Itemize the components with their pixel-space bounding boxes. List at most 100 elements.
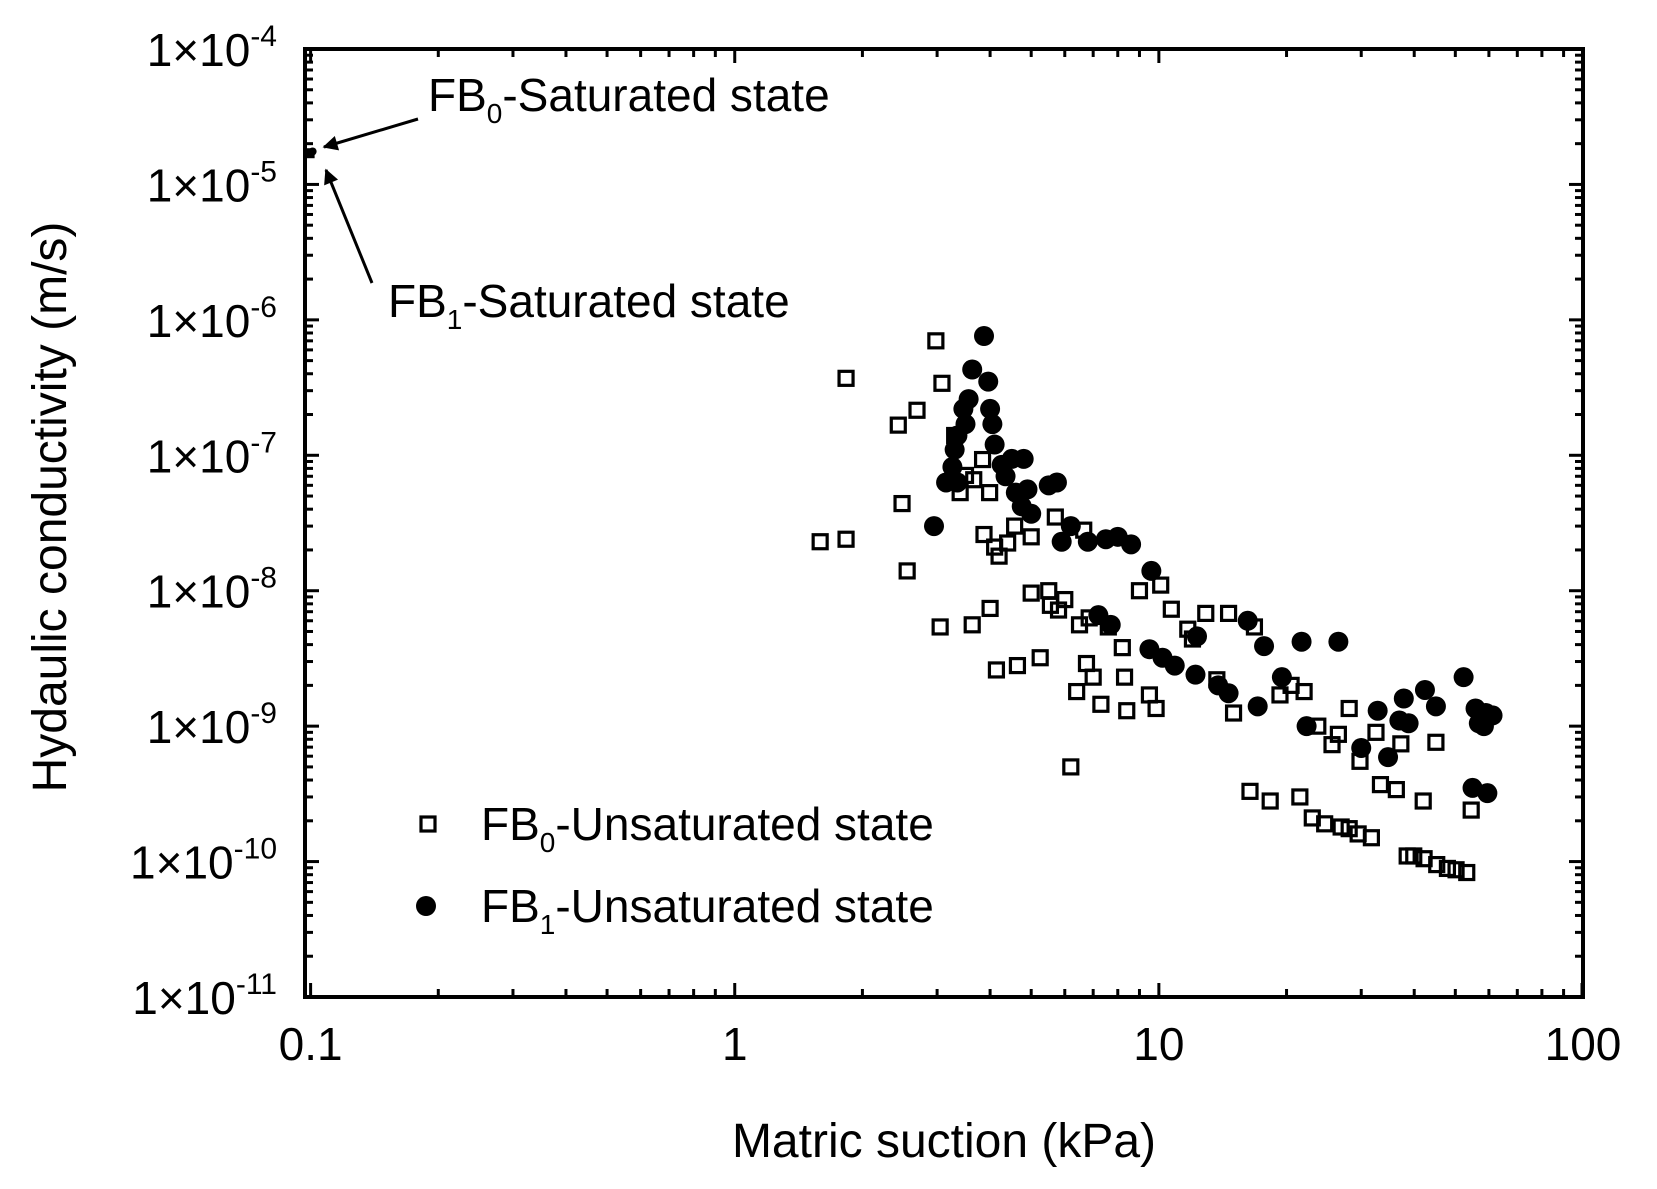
data-point-circle <box>1414 679 1435 700</box>
data-point-square <box>1077 654 1096 673</box>
data-point-square <box>1428 855 1446 874</box>
data-point-circle <box>978 371 999 392</box>
x-tick-label: 0.1 <box>279 1018 343 1070</box>
data-point-square <box>1447 861 1465 879</box>
x-axis-title: Matric suction (kPa) <box>732 1115 1156 1168</box>
data-point-square <box>1371 776 1390 794</box>
label-part: FB <box>428 69 487 121</box>
label-part: 0 <box>487 98 503 129</box>
data-point-square <box>1068 682 1086 701</box>
data-point-circle <box>1077 531 1098 552</box>
data-point-circle <box>1367 700 1388 721</box>
axes: 0.1 1 10 1001×10-41×10-51×10-61×10-71×10-81… <box>130 20 1621 1070</box>
label-part: 1 <box>540 909 556 940</box>
y-tick-base: 1×10 <box>132 972 236 1024</box>
data-point-square <box>1362 829 1380 847</box>
data-point-circle <box>1398 713 1419 734</box>
series-1 <box>308 147 1503 804</box>
y-tick-exponent: -9 <box>250 697 277 730</box>
y-tick-base: 1×10 <box>147 701 251 753</box>
data-point-square <box>893 494 911 513</box>
data-point-square <box>1291 788 1309 806</box>
plot-frame <box>303 47 1585 999</box>
data-point-square <box>1414 792 1432 810</box>
data-point-square <box>1062 758 1080 776</box>
data-point-circle <box>1017 479 1038 500</box>
data-point-circle <box>1187 626 1208 647</box>
data-point-square <box>1006 517 1024 535</box>
data-point-circle <box>1164 655 1185 676</box>
y-tick-label: 1×10-5 <box>147 155 277 211</box>
y-tick-base: 1×10 <box>147 430 251 482</box>
annotation-arrow <box>322 117 419 151</box>
data-point-square <box>1031 649 1049 667</box>
data-point-square <box>963 616 981 634</box>
data-point-square <box>1219 604 1238 622</box>
y-tick-exponent: -5 <box>250 155 277 188</box>
label-part: FB <box>481 880 540 932</box>
data-point-square <box>933 374 951 392</box>
data-point-square <box>1329 725 1347 743</box>
data-point-circle <box>1051 531 1072 552</box>
data-point-square <box>1405 847 1423 865</box>
data-point-circle <box>1100 614 1121 635</box>
data-point-circle <box>1378 747 1399 768</box>
y-tick-label: 1×10-7 <box>147 426 277 482</box>
data-point-circle <box>1013 448 1034 469</box>
data-point-square <box>1049 601 1068 619</box>
y-tick-label: 1×10-6 <box>147 291 277 347</box>
data-point-square <box>811 533 829 551</box>
legend-square-icon <box>419 815 437 833</box>
data-point-square <box>1162 600 1180 618</box>
annotation-arrow <box>324 168 374 284</box>
label-part: 1 <box>447 304 463 335</box>
data-point-square <box>931 618 949 636</box>
data-point-square <box>898 562 916 580</box>
data-point-square <box>1261 792 1279 810</box>
label-part: -Unsaturated state <box>555 880 933 932</box>
data-point-circle <box>1121 534 1142 555</box>
data-point-circle <box>1141 560 1162 581</box>
data-point-square <box>837 369 855 387</box>
data-point-square <box>1022 528 1040 546</box>
data-point-square <box>927 332 945 350</box>
data-point-square <box>1115 668 1134 686</box>
data-point-square <box>1140 686 1159 704</box>
data-point-circle <box>1271 667 1292 688</box>
data-point-square <box>1295 682 1313 701</box>
data-point-circle <box>1351 737 1372 758</box>
data-point-square <box>1147 699 1165 718</box>
data-point-square <box>1084 668 1102 686</box>
data-point-circle <box>1393 688 1414 709</box>
y-tick-base: 1×10 <box>147 159 251 211</box>
data-point-square <box>1118 702 1136 720</box>
data-point-square <box>1008 656 1027 675</box>
data-point-circle <box>1477 783 1498 804</box>
data-point-circle <box>936 472 957 493</box>
data-point-circle <box>1328 631 1349 652</box>
data-point-circle <box>984 434 1005 455</box>
data-point-square <box>975 525 993 544</box>
data-point-circle <box>1291 631 1312 652</box>
data-point-circle <box>1254 636 1275 657</box>
data-point-square <box>999 534 1017 552</box>
annotation-fb0-saturated: FB0-Saturated state <box>428 69 830 129</box>
y-tick-base: 1×10 <box>130 837 234 889</box>
y-tick-base: 1×10 <box>147 295 251 347</box>
y-tick-label: 1×10-8 <box>147 562 277 618</box>
data-point-circle <box>942 456 963 477</box>
data-point-square <box>1092 695 1110 713</box>
data-point-square <box>1040 582 1058 600</box>
data-point-square <box>1438 859 1457 878</box>
data-point-circle <box>1046 472 1067 493</box>
data-point-square <box>1022 584 1040 602</box>
data-point-square <box>837 530 855 548</box>
y-tick-label: 1×10-9 <box>147 697 277 753</box>
y-axis-title: Hydaulic conductivity (m/s) <box>24 222 77 793</box>
data-point-circle <box>944 439 965 460</box>
data-point-square <box>889 416 907 434</box>
data-point-square <box>1427 733 1445 751</box>
data-point-circle <box>1060 516 1081 537</box>
